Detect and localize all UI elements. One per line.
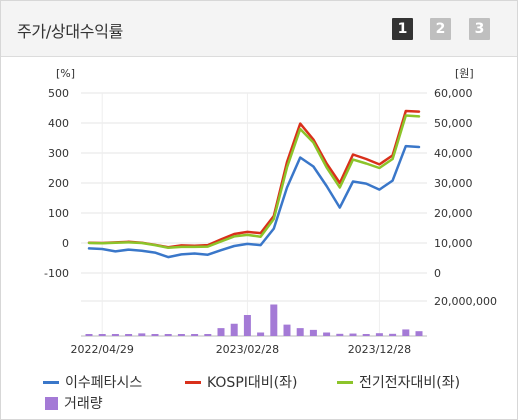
right-tick-label: 20,000 (434, 207, 473, 220)
right-axis-unit: [원] (455, 67, 474, 80)
volume-bar (309, 329, 317, 336)
left-tick-label: 300 (48, 147, 69, 160)
volume-bar (177, 334, 185, 336)
volume-bar (191, 334, 199, 336)
left-tick-label: 100 (48, 207, 69, 220)
volume-bar (415, 331, 423, 336)
grid-lines (81, 92, 427, 337)
legend-item-electronics: 전기전자대비(좌) (337, 372, 460, 392)
volume-bar (204, 334, 212, 336)
left-tick-label: -100 (44, 267, 69, 280)
left-tick-label: 500 (48, 87, 69, 100)
volume-bar (336, 333, 344, 336)
legend-label: 이수페타시스 (65, 375, 143, 391)
volume-bar (243, 315, 251, 336)
page-2-button[interactable]: 2 (430, 18, 451, 40)
volume-bar (375, 333, 383, 336)
legend-item-kospi: KOSPI대비(좌) (185, 372, 297, 392)
volume-bar (111, 334, 119, 336)
volume-bar (217, 328, 225, 336)
volume-tick-label: 20,000,000 (434, 295, 497, 308)
panel-title: 주가/상대수익률 (17, 22, 124, 41)
volume-bar (85, 334, 93, 336)
volume-bar (151, 334, 159, 336)
legend-swatch (45, 396, 58, 410)
left-axis-unit: [%] (56, 67, 75, 80)
volume-bar (98, 334, 106, 336)
volume-bar (362, 334, 370, 336)
right-tick-label: 50,000 (434, 117, 473, 130)
legend-label: KOSPI대비(좌) (207, 375, 298, 391)
right-tick-label: 0 (434, 267, 441, 280)
page-3-button[interactable]: 3 (469, 18, 490, 40)
right-tick-label: 10,000 (434, 237, 473, 250)
page-1-button[interactable]: 1 (392, 18, 413, 40)
volume-bar (270, 304, 278, 336)
panel-header: 주가/상대수익률 1 2 3 (1, 1, 517, 57)
volume-bars (85, 304, 423, 336)
left-tick-label: 0 (62, 237, 69, 250)
stock-chart: [%] [원] 500 60,000 400 50,000 300 40,000 200 30,0… (44, 67, 497, 356)
legend-item-volume: 거래량 (45, 393, 103, 413)
right-tick-label: 40,000 (434, 147, 473, 160)
volume-bar (349, 333, 357, 336)
series-line-3 (87, 114, 421, 250)
legend-swatch (337, 380, 353, 384)
volume-bar (230, 323, 238, 336)
series-line-2 (87, 109, 421, 249)
axis-labels: [%] [원] 500 60,000 400 50,000 300 40,000 200 30,0… (44, 67, 497, 356)
volume-bar (402, 329, 410, 336)
volume-bar (138, 333, 146, 336)
volume-bar (389, 333, 397, 336)
series-line-1 (87, 144, 421, 259)
legend-swatch (185, 380, 201, 384)
right-tick-label: 30,000 (434, 177, 473, 190)
left-tick-label: 200 (48, 177, 69, 190)
legend-swatch (43, 380, 59, 384)
x-tick-label: 2023/12/28 (348, 343, 411, 356)
volume-bar (296, 328, 304, 336)
x-tick-label: 2022/04/29 (70, 343, 133, 356)
legend-label: 거래량 (64, 396, 103, 412)
volume-bar (125, 334, 133, 336)
volume-bar (283, 324, 291, 336)
legend-item-issupetasys: 이수페타시스 (43, 372, 142, 392)
volume-bar (323, 332, 331, 336)
left-tick-label: 400 (48, 117, 69, 130)
volume-bar (164, 334, 172, 336)
legend-label: 전기전자대비(좌) (359, 375, 461, 391)
right-tick-label: 60,000 (434, 87, 473, 100)
volume-bar (257, 332, 265, 336)
x-tick-label: 2023/02/28 (216, 343, 279, 356)
series-lines (87, 109, 421, 259)
